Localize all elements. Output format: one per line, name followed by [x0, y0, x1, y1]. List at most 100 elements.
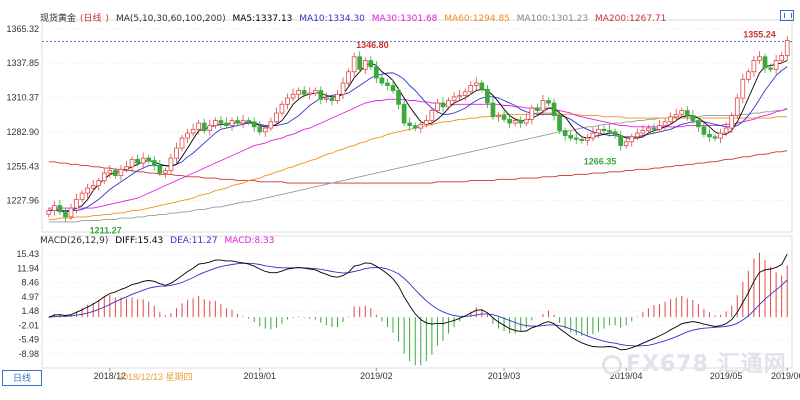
candle-body — [562, 130, 568, 136]
price-tick-label: 1227.96 — [6, 196, 39, 206]
macd-tick-label: 15.43 — [16, 249, 39, 259]
macd-tick-label: -8.98 — [18, 349, 39, 359]
period-button[interactable]: 日线 — [2, 370, 42, 386]
candle-body — [146, 157, 152, 161]
candle-body — [462, 91, 468, 96]
price-tick-label: 1255.43 — [6, 161, 39, 171]
candle-body — [585, 137, 590, 141]
candle-body — [768, 67, 773, 70]
candle-body — [329, 97, 335, 101]
candle-body — [124, 166, 129, 170]
price-tick-label: 1310.37 — [6, 93, 39, 103]
candlesticks[interactable] — [46, 36, 790, 222]
candle-body — [257, 126, 263, 133]
ma200-value: MA200:1267.71 — [595, 14, 667, 24]
candle-body — [324, 97, 329, 100]
candle-body — [335, 93, 340, 101]
candle-body — [435, 102, 440, 111]
candle-body — [523, 118, 529, 124]
candle-body — [479, 82, 485, 90]
candle-body — [135, 158, 140, 164]
candle-body — [529, 107, 535, 120]
watermark-logo: FX678 汇通网 — [602, 346, 787, 378]
date-tick-label: 2019/04 — [610, 371, 643, 381]
candle-body — [174, 147, 179, 159]
candle-body — [362, 60, 368, 70]
macd-tick-label: -5.49 — [18, 335, 39, 345]
macd-axis: 15.43 11.94 8.46 4.97 1.48 -2.01 -5.49 -8.98 — [16, 249, 39, 359]
candle-body — [646, 127, 651, 131]
price-annotations: 1346.80 1211.27 1266.35 1355.24 — [90, 29, 776, 235]
candle-body — [468, 85, 474, 93]
candle-body — [251, 121, 257, 128]
candle-body — [274, 112, 279, 123]
candle-body — [74, 198, 79, 209]
macd-histogram — [53, 252, 788, 366]
candle-body — [212, 120, 218, 126]
candle-body — [623, 141, 629, 146]
candle-body — [440, 102, 446, 108]
candle-body — [79, 192, 85, 200]
candle-body — [196, 122, 202, 130]
candle-body — [318, 90, 324, 100]
candle-body — [751, 60, 757, 73]
candle-body — [601, 128, 607, 131]
candle-body — [379, 77, 385, 84]
candle-body — [312, 90, 318, 94]
macd-value: MACD:8.33 — [224, 236, 275, 246]
candle-body — [179, 137, 185, 149]
candle-body — [446, 100, 451, 108]
candle-body — [346, 71, 351, 84]
date-tick-label: 2019/05 — [710, 371, 743, 381]
candle-body — [240, 120, 246, 124]
candle-body — [546, 100, 551, 104]
watermark-circle-icon — [602, 355, 622, 375]
date-tick-label: 2019/06 — [771, 371, 800, 381]
candle-body — [551, 102, 557, 116]
candle-body — [412, 125, 418, 129]
candle-body — [590, 132, 596, 139]
candle-body — [46, 210, 52, 215]
candle-body — [185, 132, 190, 139]
candle-body — [418, 123, 424, 129]
candle-body — [723, 127, 729, 134]
candle-body — [568, 135, 574, 139]
candle-body — [734, 97, 740, 116]
candle-body — [163, 170, 168, 174]
macd-tick-label: 8.46 — [21, 278, 39, 288]
dea-line — [48, 262, 788, 347]
candle-body — [573, 137, 579, 140]
candle-body — [757, 56, 762, 61]
candle-body — [307, 92, 313, 95]
candle-body — [207, 125, 213, 131]
ma200-line — [48, 150, 788, 184]
candle-body — [201, 122, 207, 131]
fullscreen-icon[interactable] — [780, 10, 794, 21]
candle-body — [451, 96, 457, 101]
candle-body — [301, 90, 307, 95]
ma-params: MA(5,10,30,60,100,200) — [115, 14, 226, 24]
candle-body — [63, 211, 68, 218]
ma10-value: MA10:1334.30 — [299, 14, 365, 24]
candle-body — [374, 66, 379, 79]
candle-body — [612, 131, 618, 136]
candle-body — [107, 170, 113, 174]
candle-body — [429, 110, 435, 121]
ma30-value: MA30:1301.68 — [371, 14, 438, 24]
candle-body — [168, 157, 174, 171]
candle-body — [129, 158, 135, 168]
macd-tick-label: 4.97 — [21, 292, 39, 302]
ma10-line — [48, 66, 788, 212]
candle-body — [96, 180, 102, 186]
candle-body — [401, 103, 407, 124]
candle-body — [707, 133, 712, 138]
candle-body — [773, 60, 779, 70]
cursor-date: 2018/12/13 星期四 — [118, 372, 193, 382]
candle-body — [51, 205, 57, 212]
candle-body — [90, 185, 96, 189]
candle-body — [157, 165, 163, 174]
price-axis: 1365.32 1337.85 1310.37 1282.90 1255.43 1227.… — [6, 24, 39, 206]
diff-line — [48, 253, 788, 351]
candle-body — [279, 103, 285, 114]
